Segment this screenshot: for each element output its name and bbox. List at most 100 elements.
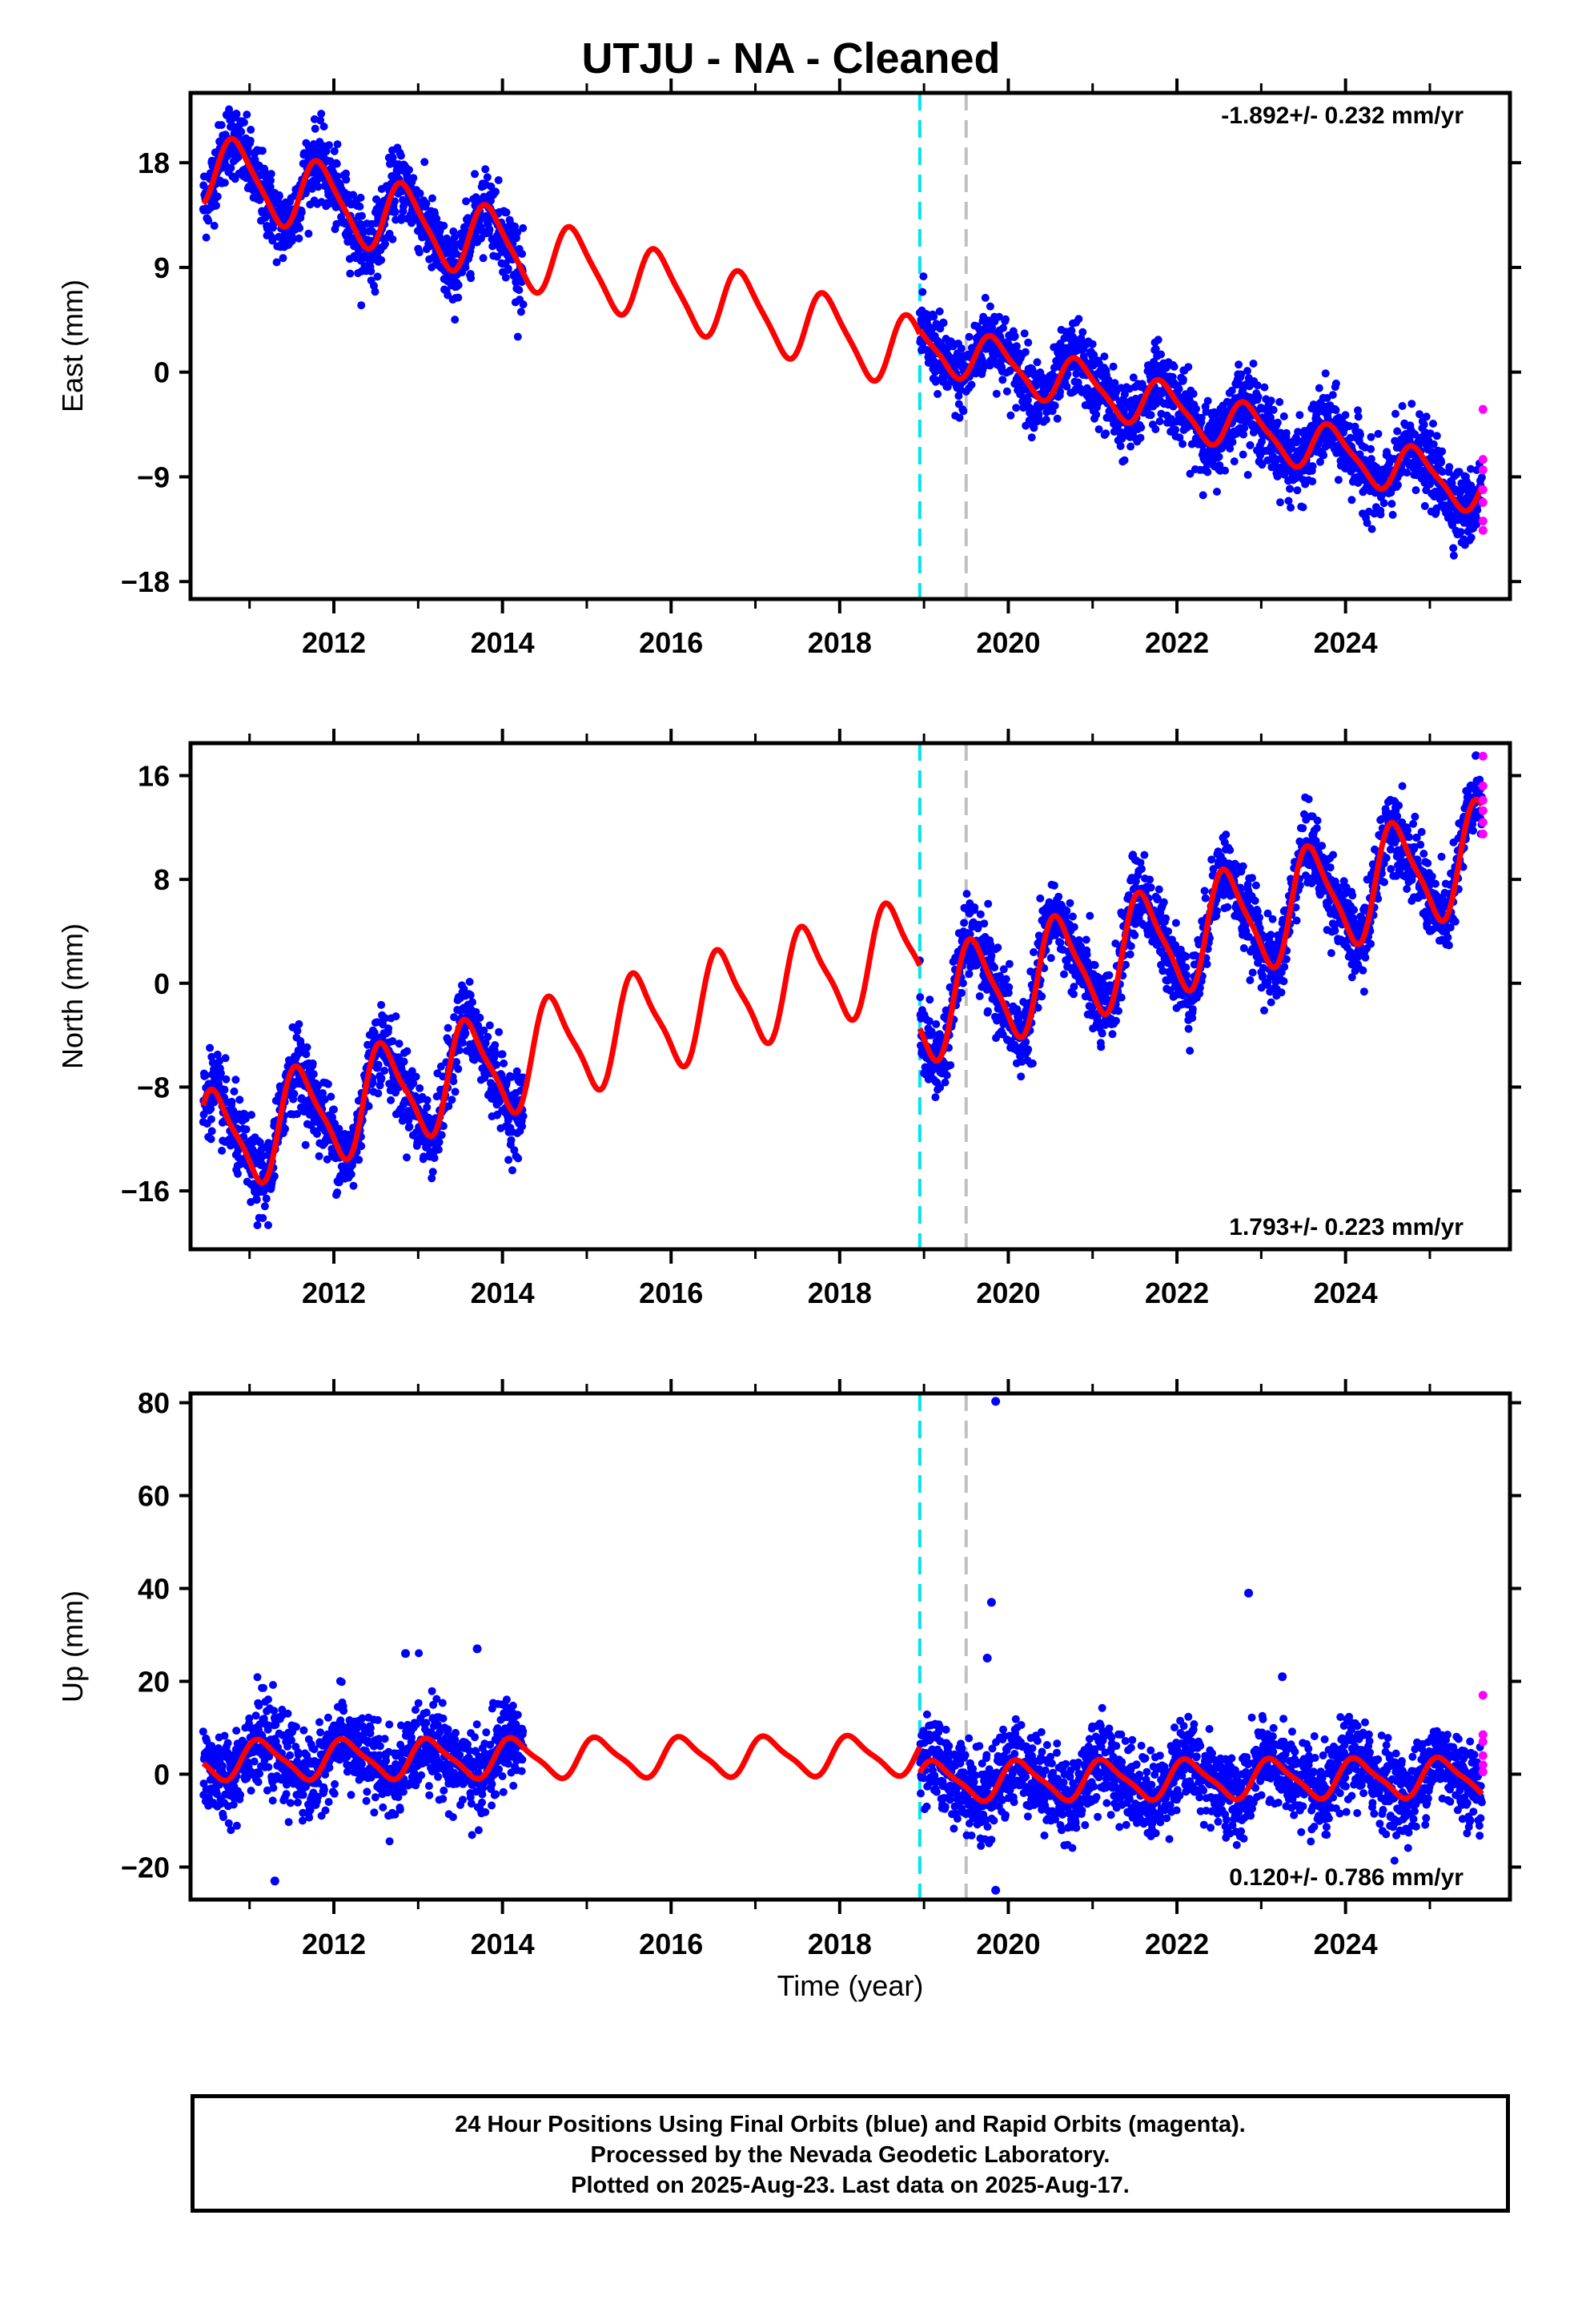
data-point	[207, 1104, 215, 1113]
data-point	[295, 223, 304, 232]
data-point	[1315, 384, 1323, 392]
data-point	[515, 286, 524, 295]
data-point	[1299, 503, 1307, 512]
data-point	[1046, 954, 1055, 963]
data-point	[1154, 336, 1162, 344]
data-point	[1024, 338, 1033, 347]
data-point	[930, 312, 938, 321]
data-point	[210, 221, 219, 230]
x-tick-label: 2014	[471, 626, 535, 659]
data-point	[207, 1127, 216, 1136]
data-point	[1136, 433, 1145, 442]
data-point	[1027, 433, 1036, 442]
data-point	[217, 121, 226, 130]
data-point	[242, 1125, 251, 1134]
data-point	[466, 991, 475, 999]
data-point	[1473, 505, 1482, 514]
data-point	[1028, 1059, 1037, 1068]
data-point	[297, 208, 306, 217]
data-point	[1328, 391, 1337, 400]
data-point	[1157, 350, 1166, 359]
data-point	[368, 1078, 377, 1087]
data-point	[1110, 379, 1119, 388]
data-point	[1456, 528, 1465, 537]
data-point	[504, 264, 512, 273]
data-point	[516, 308, 525, 316]
data-point	[1295, 411, 1304, 420]
data-point	[1237, 370, 1246, 379]
data-point	[225, 109, 234, 117]
data-point	[1184, 1024, 1193, 1033]
data-point	[954, 392, 963, 400]
data-point	[1020, 329, 1029, 338]
data-point	[1197, 413, 1206, 422]
data-point	[498, 1050, 507, 1059]
data-point	[939, 319, 948, 328]
data-point	[237, 127, 246, 136]
data-point	[1393, 427, 1402, 436]
data-point	[1117, 993, 1126, 1002]
data-point	[941, 1078, 950, 1087]
data-point	[327, 1092, 335, 1101]
data-point	[1201, 894, 1210, 903]
data-point	[1171, 919, 1180, 927]
data-point	[1398, 402, 1407, 410]
data-point	[1308, 477, 1317, 486]
data-point	[335, 1124, 343, 1133]
rapid-point	[1478, 404, 1488, 414]
data-point	[1082, 951, 1091, 959]
data-point	[1230, 457, 1239, 466]
data-point	[1070, 923, 1078, 931]
data-point	[428, 1168, 437, 1176]
rapid-point	[1478, 517, 1488, 526]
x-tick-label: 2012	[302, 626, 366, 659]
data-point	[434, 1145, 443, 1154]
data-point	[1086, 911, 1094, 920]
data-point	[932, 376, 941, 384]
data-point	[1097, 1043, 1106, 1051]
data-point	[1050, 881, 1058, 890]
data-point	[252, 1196, 261, 1204]
data-point	[358, 211, 366, 220]
data-point	[420, 158, 429, 167]
data-point	[1200, 887, 1209, 895]
data-point	[1056, 388, 1065, 396]
data-point	[404, 1116, 413, 1125]
data-point	[227, 1097, 236, 1106]
data-point	[926, 995, 934, 1004]
data-point	[230, 1087, 239, 1096]
data-point	[364, 1102, 373, 1111]
data-point	[483, 173, 492, 182]
data-point	[381, 1014, 390, 1023]
data-point	[1253, 381, 1262, 390]
data-point	[1355, 450, 1364, 459]
data-point	[1356, 430, 1364, 439]
data-point	[1429, 420, 1437, 428]
data-point	[290, 1089, 299, 1098]
data-point	[1347, 496, 1356, 505]
data-point	[405, 1122, 414, 1131]
data-point	[983, 1007, 992, 1015]
data-point	[342, 175, 351, 184]
data-point	[270, 1172, 279, 1180]
data-point	[356, 193, 365, 202]
data-point	[1066, 899, 1074, 907]
data-point	[1060, 970, 1068, 979]
y-tick-label: 0	[154, 356, 170, 389]
data-point	[323, 1080, 332, 1088]
data-point	[1010, 332, 1019, 340]
data-point	[1030, 424, 1038, 432]
data-point	[258, 147, 267, 155]
data-point	[1374, 429, 1383, 438]
data-point	[1275, 398, 1284, 406]
y-tick-label: 18	[138, 147, 170, 179]
data-point	[1120, 456, 1129, 464]
data-point	[259, 1214, 267, 1222]
data-point	[1407, 400, 1416, 408]
data-point	[330, 1105, 338, 1114]
data-point	[1138, 865, 1146, 873]
x-tick-label: 2024	[1314, 626, 1378, 659]
data-point	[448, 1096, 456, 1104]
data-point	[975, 992, 984, 1000]
